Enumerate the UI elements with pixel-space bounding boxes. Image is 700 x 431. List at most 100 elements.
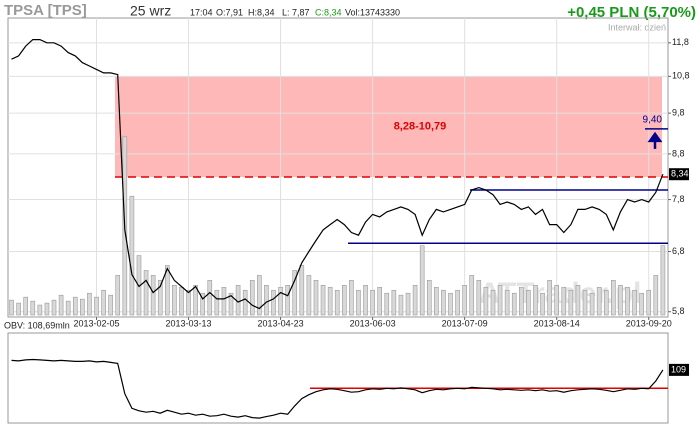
obv-frame bbox=[7, 332, 669, 424]
volume-bar bbox=[313, 280, 319, 316]
y-tick-label: 7,8 bbox=[672, 194, 685, 204]
volume-bar bbox=[264, 284, 269, 316]
volume-bar bbox=[398, 294, 404, 316]
volume-bar bbox=[193, 284, 198, 316]
volume-bar bbox=[568, 289, 574, 316]
volume-bar bbox=[65, 300, 71, 316]
symbol: TPSA [TPS] bbox=[4, 2, 87, 19]
y-tick-label: 8,8 bbox=[672, 148, 685, 158]
volume-bar bbox=[603, 289, 609, 316]
volume-bar bbox=[214, 289, 220, 316]
volume-bar bbox=[504, 289, 510, 316]
zone bbox=[115, 76, 662, 177]
quote: H:8,34 bbox=[248, 7, 275, 17]
panel-label: OBV: 108,69mln bbox=[4, 320, 70, 330]
y-tick-label: 5,8 bbox=[672, 306, 685, 316]
volume-bar bbox=[165, 265, 170, 316]
volume-bar bbox=[618, 284, 623, 316]
price-line bbox=[11, 358, 664, 419]
volume-bar bbox=[547, 280, 552, 316]
volume-bar bbox=[533, 284, 538, 316]
volume-bar bbox=[448, 292, 453, 316]
volume-bar bbox=[249, 280, 255, 316]
volume-bar bbox=[37, 304, 43, 316]
volume-bar bbox=[483, 286, 489, 316]
volume-bar bbox=[497, 284, 503, 316]
interval: Interwał: dzień bbox=[608, 22, 666, 32]
change: +0,45 PLN (5,70%) bbox=[567, 4, 696, 21]
volume-bar bbox=[660, 245, 666, 316]
quote: L: 7,87 bbox=[282, 7, 310, 17]
volume-bar bbox=[540, 292, 545, 316]
volume-bar bbox=[327, 286, 333, 316]
quote: 17:04 bbox=[190, 7, 213, 17]
volume-bar bbox=[150, 275, 156, 316]
last-value-box bbox=[669, 168, 689, 181]
y-tick-label: 10,8 bbox=[672, 71, 690, 81]
volume-bar bbox=[292, 270, 298, 316]
y-tick-label: 6,8 bbox=[672, 246, 685, 256]
zone-label: 8,28-10,79 bbox=[394, 121, 447, 133]
volume-bar bbox=[80, 298, 85, 316]
level-label: 9,40 bbox=[643, 115, 663, 126]
volume-bar bbox=[179, 286, 184, 316]
quote: Vol:13743330 bbox=[345, 7, 400, 17]
volume-bar bbox=[101, 289, 106, 316]
watermark: ATTrader.pl bbox=[479, 277, 642, 310]
volume-bar bbox=[561, 286, 567, 316]
x-tick-label: 2013-06-03 bbox=[350, 318, 396, 328]
volume-bar bbox=[526, 289, 531, 316]
volume-bar bbox=[221, 286, 227, 316]
volume-bar bbox=[646, 289, 652, 316]
volume-bar bbox=[455, 289, 460, 316]
volume-bar bbox=[285, 284, 290, 316]
volume-bar bbox=[490, 289, 496, 316]
volume-bar bbox=[412, 284, 418, 316]
volume-bar bbox=[30, 300, 36, 316]
y-tick-label: 11,8 bbox=[672, 37, 689, 47]
volume-bar bbox=[575, 284, 581, 316]
price-line bbox=[11, 39, 664, 310]
last-value: 8,34 bbox=[671, 169, 689, 179]
volume-bar bbox=[363, 284, 368, 316]
volume-bar bbox=[186, 289, 191, 316]
volume-bar bbox=[108, 294, 113, 316]
volume-bar bbox=[51, 299, 57, 316]
volume-bar bbox=[16, 302, 21, 316]
volume-bar bbox=[44, 302, 50, 316]
date: 25 wrz bbox=[130, 3, 171, 19]
plot-frame bbox=[7, 17, 669, 318]
volume-bar bbox=[87, 292, 92, 316]
volume-bar bbox=[639, 292, 644, 316]
x-tick-label: 2013-04-23 bbox=[258, 318, 304, 328]
y-tick-label: 9,8 bbox=[672, 108, 685, 118]
volume-bar bbox=[384, 292, 390, 316]
volume-bar bbox=[582, 289, 588, 316]
last-value-box bbox=[669, 363, 689, 376]
quote: C:8,34 bbox=[315, 7, 342, 17]
last-value: 109 bbox=[671, 364, 686, 374]
volume-bar bbox=[426, 280, 432, 316]
volume-bar bbox=[320, 284, 326, 316]
arrow bbox=[647, 131, 663, 149]
volume-bar bbox=[611, 280, 616, 316]
volume-bar bbox=[9, 299, 14, 316]
volume-bar bbox=[58, 294, 64, 316]
volume-bar bbox=[172, 284, 177, 316]
volume-bar bbox=[370, 289, 375, 316]
x-tick-label: 2013-02-05 bbox=[73, 318, 119, 328]
volume-bar bbox=[271, 289, 276, 316]
volume-bar bbox=[94, 296, 99, 316]
volume-bar bbox=[469, 275, 475, 316]
volume-bar bbox=[129, 195, 135, 316]
volume-bar bbox=[518, 286, 524, 316]
volume-bar bbox=[334, 289, 340, 316]
volume-bar bbox=[200, 292, 205, 316]
volume-bar bbox=[115, 275, 121, 316]
volume-bar bbox=[72, 296, 78, 316]
volume-bar bbox=[356, 289, 361, 316]
volume-bar bbox=[349, 280, 354, 316]
x-tick-label: 2013-03-13 bbox=[166, 318, 212, 328]
